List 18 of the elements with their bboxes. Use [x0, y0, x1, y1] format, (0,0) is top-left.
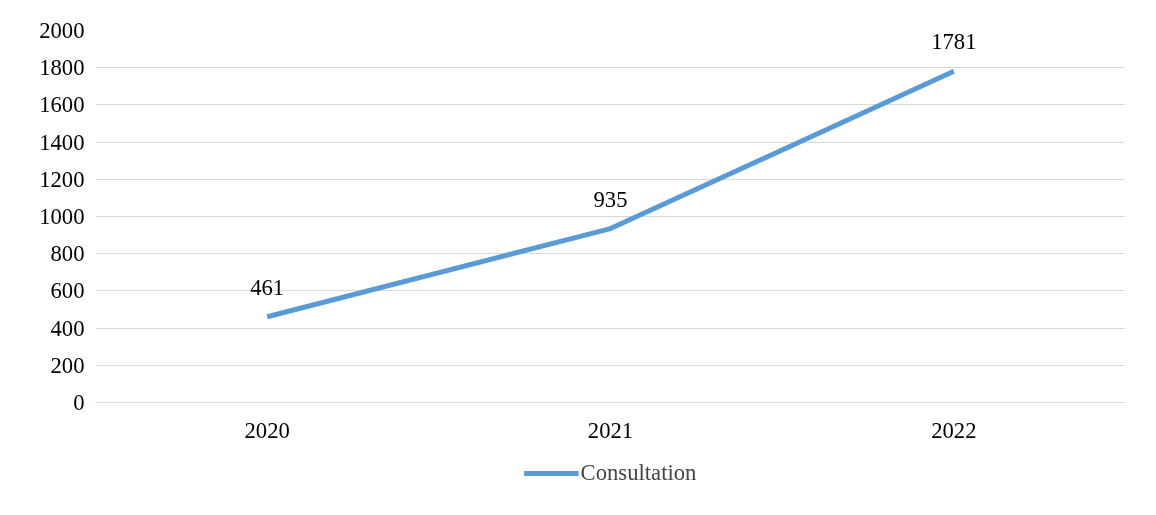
data-label: 1781	[931, 29, 977, 55]
y-tick-label: 800	[50, 241, 85, 267]
y-tick-label: 200	[50, 352, 85, 378]
data-label: 461	[250, 274, 285, 300]
legend-label: Consultation	[580, 459, 697, 486]
x-tick-label: 2021	[587, 417, 634, 443]
y-tick-label: 1200	[39, 166, 85, 192]
y-tick-label: 1600	[39, 92, 85, 118]
data-label: 935	[593, 186, 628, 212]
y-tick-label: 1400	[39, 129, 85, 155]
y-tick-label: 600	[50, 278, 85, 304]
y-tick-label: 0	[73, 390, 85, 415]
y-tick-label: 400	[50, 315, 85, 341]
y-tick-label: 2000	[39, 18, 85, 43]
y-tick-label: 1800	[39, 55, 85, 81]
x-tick-label: 2020	[244, 417, 290, 443]
y-tick-label: 1000	[39, 204, 85, 229]
x-tick-label: 2022	[931, 417, 977, 443]
